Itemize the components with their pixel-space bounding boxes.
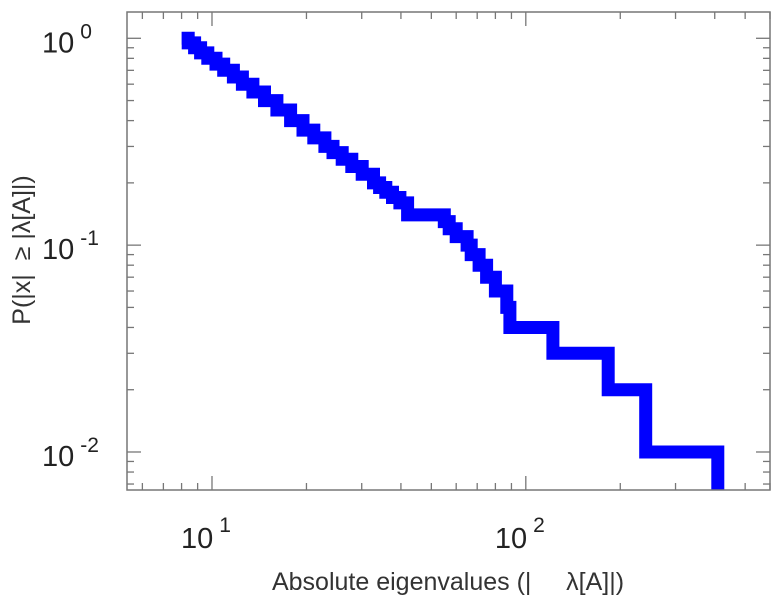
y-tick-base: 10 [42, 27, 74, 59]
x-tick-exponent: 2 [533, 514, 545, 537]
y-tick-label: 10 -1 [42, 227, 99, 266]
x-tick-exponent: 1 [219, 514, 231, 537]
y-tick-label: 10 -2 [42, 434, 99, 473]
y-tick-exponent: 0 [80, 20, 92, 43]
x-axis-label: Absolute eigenvalues (| λ[A]|) [272, 568, 624, 596]
y-tick-base: 10 [42, 234, 74, 266]
ccdf-step-line [181, 31, 725, 490]
y-tick-base: 10 [42, 441, 74, 473]
y-axis-label: P(|x| ≥ |λ[A]|) [8, 175, 36, 324]
tick-labels: 10 1 10 2 10 0 10 -1 10 -2 [42, 20, 545, 555]
x-tick-label: 10 1 [181, 514, 231, 555]
x-tick-label: 10 2 [495, 514, 545, 555]
x-tick-base: 10 [181, 523, 213, 555]
y-tick-label: 10 0 [42, 20, 92, 59]
series-layer [181, 31, 725, 490]
x-tick-base: 10 [495, 523, 527, 555]
plot-frame [126, 11, 771, 491]
plot-area [127, 12, 770, 490]
y-tick-exponent: -2 [80, 434, 99, 457]
y-tick-exponent: -1 [80, 227, 99, 250]
